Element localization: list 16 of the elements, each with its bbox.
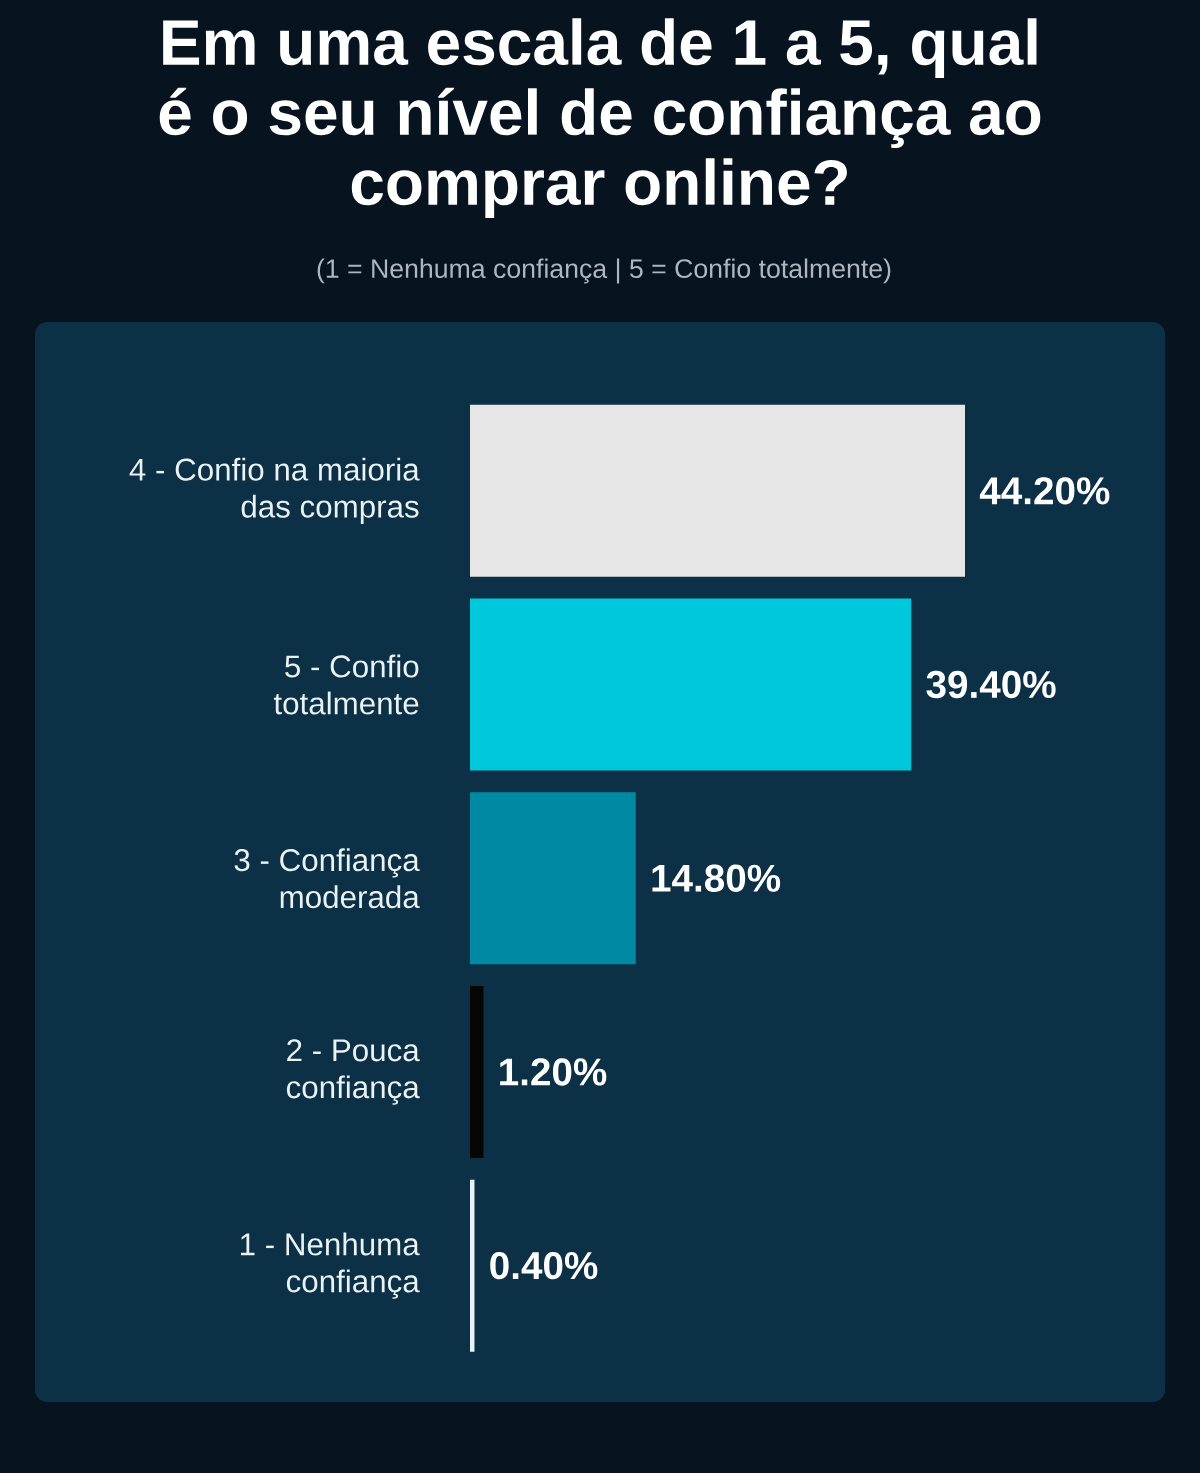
bar [470, 985, 484, 1158]
y-tick-label: 1 - Nenhuma confiança [240, 1232, 420, 1299]
y-tick-label: 5 - Confio totalmente [273, 654, 419, 715]
data-label: 44.20% [979, 477, 1110, 505]
y-tick-label: 2 - Pouca confiança [286, 1039, 420, 1105]
data-label: 0.40% [490, 1251, 598, 1280]
y-tick-label: 3 - Confiança moderada [234, 848, 420, 909]
data-label: 14.80% [652, 864, 781, 892]
bar [470, 792, 636, 965]
bar [470, 598, 912, 771]
chart-title: Em uma escala de 1 a 5, qual é o seu nível de confiança ao comprar online? [159, 18, 1041, 218]
bar [470, 404, 966, 577]
y-tick-label: 4 - Confio na maioria das compras [129, 457, 420, 524]
chart-subtitle: (1 = Nenhuma confiança | 5 = Confio totalmente) [317, 258, 891, 284]
data-label: 1.20% [500, 1058, 607, 1086]
data-label: 39.40% [926, 670, 1056, 699]
